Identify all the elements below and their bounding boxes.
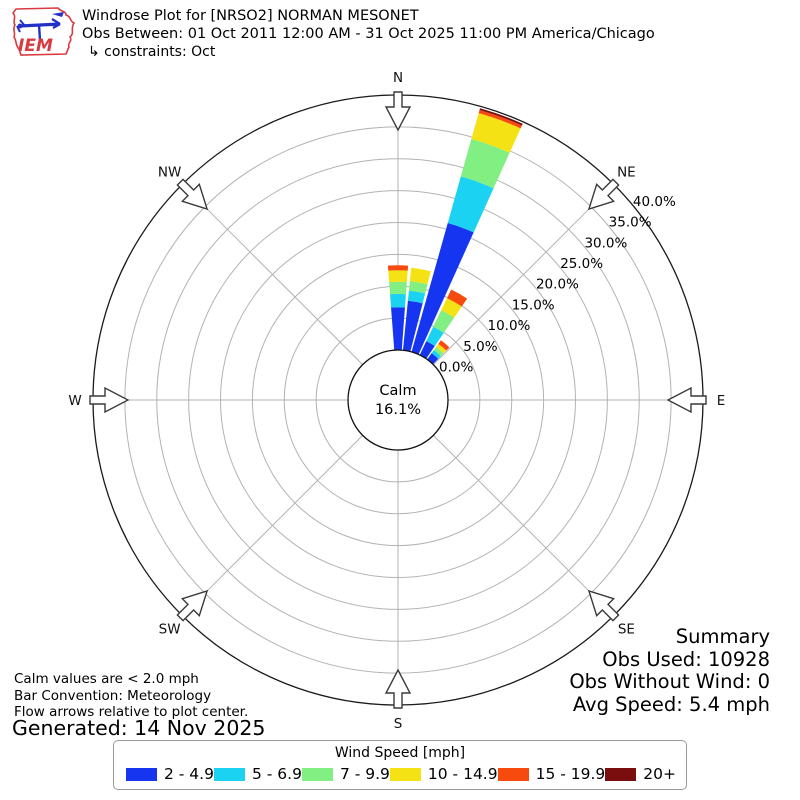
compass-label-e: E: [717, 393, 726, 409]
windrose-bar-segment: [433, 346, 444, 357]
footnotes: Calm values are < 2.0 mph Bar Convention…: [14, 671, 248, 721]
ring-label: 15.0%: [512, 297, 555, 313]
grid-spoke: [433, 183, 615, 365]
generated-timestamp: Generated: 14 Nov 2025: [12, 716, 266, 740]
ring-label: 35.0%: [609, 215, 652, 231]
page-title: Windrose Plot for [NRSO2] NORMAN MESONET: [82, 8, 419, 24]
ring-label: 25.0%: [560, 256, 603, 272]
flow-arrow-icon: [666, 386, 707, 414]
summary-avg-speed: Avg Speed: 5.4 mph: [572, 692, 770, 716]
ring-label: 30.0%: [584, 235, 627, 251]
windrose-bar-segment: [391, 307, 405, 351]
windrose-bar-segment: [390, 293, 406, 308]
compass-label-n: N: [393, 70, 403, 86]
compass-label-ne: NE: [617, 165, 636, 181]
calm-value: 16.1%: [375, 402, 421, 418]
grid-spoke: [181, 183, 363, 365]
windrose-bar-segment: [436, 343, 447, 354]
legend-item-label: 2 - 4.9: [164, 765, 214, 783]
compass-label-s: S: [394, 716, 403, 732]
grid-spoke: [433, 435, 615, 617]
windrose-bar-segment: [389, 281, 407, 295]
constraints-note: ↳ constraints: Oct: [88, 44, 216, 60]
flow-arrow-icon: [384, 668, 412, 709]
flow-arrow-icon: [89, 386, 130, 414]
windrose-bar-segment: [402, 300, 423, 352]
compass-label-se: SE: [618, 621, 635, 637]
footnote-bar-convention: Bar Convention: Meteorology: [14, 687, 212, 704]
legend-swatch: [213, 767, 245, 781]
windrose-bar-segment: [441, 298, 462, 318]
ring-label: 5.0%: [463, 339, 497, 355]
compass-label-w: W: [68, 393, 81, 409]
legend-item-label: 7 - 9.9: [339, 765, 390, 783]
footnote-flow-arrows: Flow arrows relative to plot center.: [14, 704, 249, 720]
summary-block: Summary Obs Used: 10928 Obs Without Wind…: [569, 625, 770, 716]
flow-arrow-icon: [384, 91, 412, 132]
legend-item-label: 10 - 14.9: [427, 765, 498, 783]
summary-obs-used: Obs Used: 10928: [602, 647, 770, 671]
legend-item-label: 20+: [643, 765, 676, 783]
calm-circle: [347, 349, 449, 451]
legend-item: 7 - 9.9: [301, 765, 390, 783]
legend-title: Wind Speed [mph]: [334, 745, 466, 761]
ring-label: 0.0%: [439, 360, 473, 376]
windrose-bar-segment: [471, 113, 521, 153]
legend-item: 15 - 19.9: [497, 765, 606, 783]
flow-arrow-icon: [587, 178, 620, 211]
weathervane-icon: [16, 12, 64, 41]
grid-spoke: [181, 435, 363, 617]
ring-label: 20.0%: [536, 277, 579, 293]
legend-swatch: [605, 767, 637, 781]
windrose-bar-segment: [407, 290, 426, 304]
windrose-bar-segment: [409, 267, 431, 285]
wind-speed-legend: Wind Speed [mph] 2 - 4.9 5 - 6.9 7 - 9.9 10…: [113, 740, 687, 790]
legend-swatch: [126, 767, 157, 781]
flow-arrow-icon: [587, 589, 620, 622]
legend-item-label: 15 - 19.9: [535, 765, 606, 783]
summary-obs-without-wind: Obs Without Wind: 0: [569, 670, 770, 693]
windrose-bar-segment: [387, 265, 409, 271]
legend-row: 2 - 4.9 5 - 6.9 7 - 9.9 10 - 14.9 15 - 19.9 2…: [114, 761, 686, 783]
flow-arrow-icon: [176, 589, 209, 622]
windrose-bar-segment: [408, 281, 428, 294]
legend-swatch: [301, 767, 333, 781]
windrose-bar-segment: [433, 310, 455, 333]
legend-swatch: [389, 767, 421, 781]
header: Windrose Plot for [NRSO2] NORMAN MESONET…: [82, 7, 655, 61]
summary-title: Summary: [675, 625, 770, 648]
compass-label-nw: NW: [158, 165, 181, 181]
windrose-bar-segment: [411, 222, 474, 355]
footnote-calm-threshold: Calm values are < 2.0 mph: [14, 671, 199, 687]
legend-swatch: [497, 767, 529, 781]
windrose-bar-segment: [426, 326, 444, 347]
obs-range-subtitle: Obs Between: 01 Oct 2011 12:00 AM - 31 O…: [82, 26, 655, 42]
legend-item-label: 5 - 6.9: [251, 765, 302, 783]
windrose-bar-segment: [438, 340, 450, 351]
legend-item: 20+: [605, 765, 676, 783]
ring-label: 10.0%: [487, 318, 530, 334]
calm-label: Calm: [379, 383, 416, 399]
windrose-bar-segment: [431, 350, 441, 359]
windrose-bar-segment: [388, 270, 408, 283]
windrose-bar-segment: [460, 138, 510, 189]
windrose-bar-segment: [419, 341, 435, 359]
legend-item: 5 - 6.9: [213, 765, 302, 783]
windrose-bar-segment: [478, 110, 522, 129]
iowa-outline-icon: [11, 7, 76, 56]
legend-item: 2 - 4.9: [126, 765, 214, 783]
legend-item: 10 - 14.9: [389, 765, 498, 783]
flow-arrow-icon: [176, 178, 209, 211]
compass-label-sw: SW: [159, 621, 181, 637]
logo-text: IEM: [18, 36, 53, 56]
iem-logo: IEM: [11, 7, 76, 56]
ring-label: 40.0%: [633, 194, 676, 210]
windrose-bar-segment: [447, 176, 494, 233]
windrose-bar-segment: [479, 108, 523, 126]
windrose-bar-segment: [447, 289, 468, 307]
